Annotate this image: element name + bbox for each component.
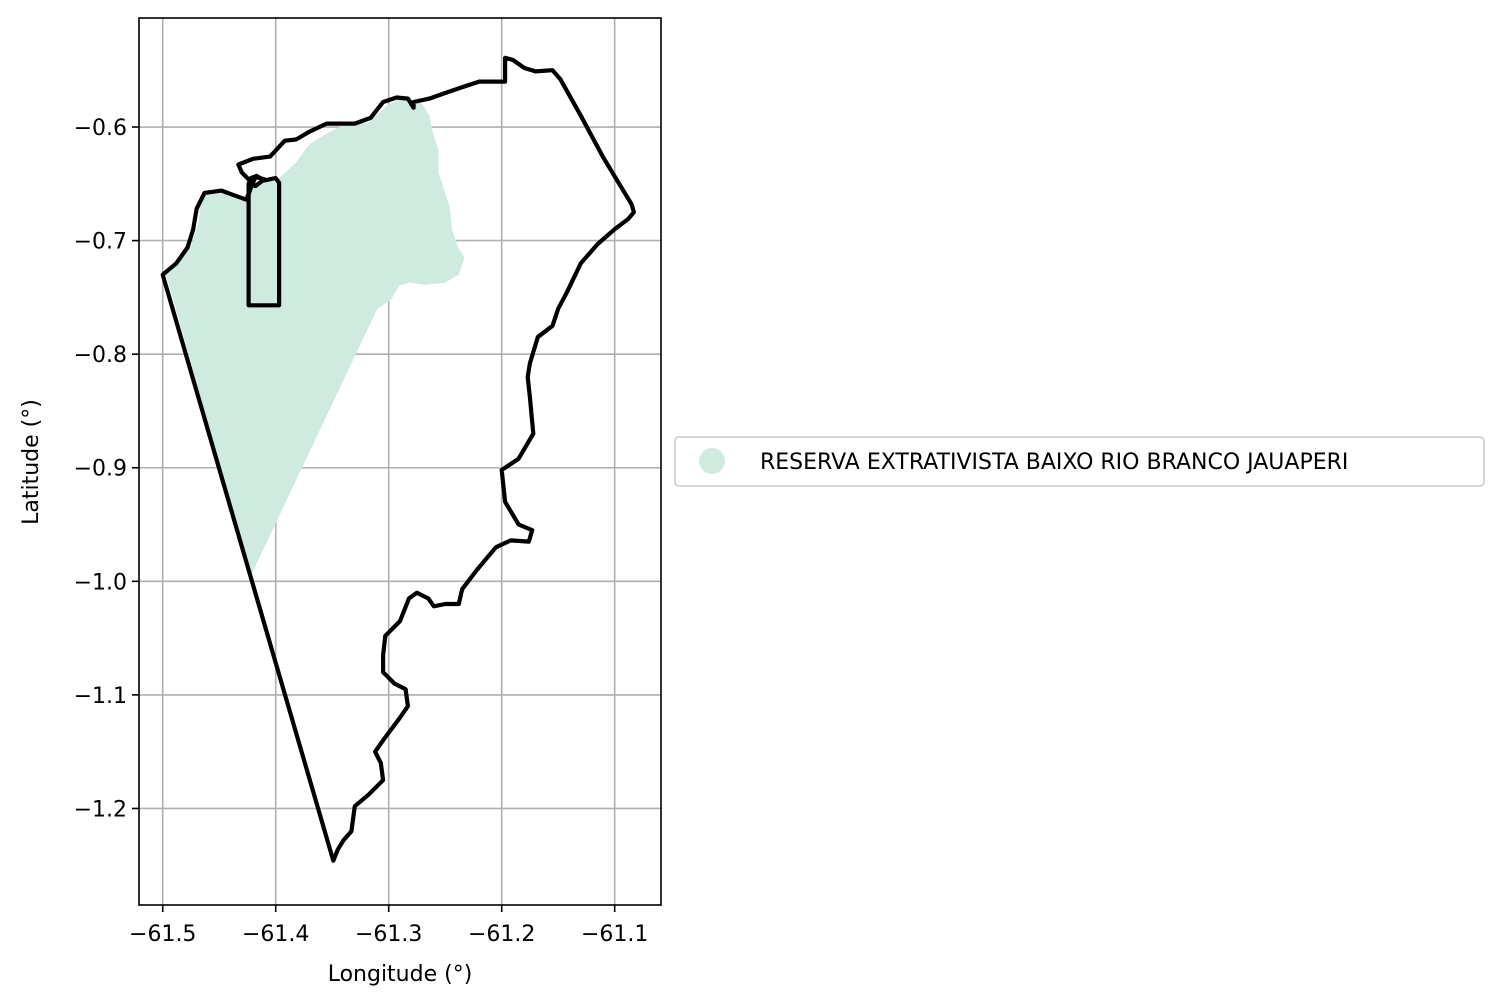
boundary-outer [160,55,637,863]
x-axis-label: Longitude (°) [328,962,473,987]
y-tick-label: −0.7 [74,230,127,255]
legend: RESERVA EXTRATIVISTA BAIXO RIO BRANCO JA… [674,436,1485,487]
y-tick-label: −1.2 [74,797,127,822]
plot-area [138,17,662,906]
x-tick-label: −61.3 [355,922,422,947]
x-tick-label: −61.4 [242,922,309,947]
legend-frame [674,436,1485,487]
y-tick-label: −1.1 [74,684,127,709]
legend-marker [699,448,725,474]
x-axis-ticks: −61.5 −61.4 −61.3 −61.2 −61.1 [129,905,648,947]
y-axis-ticks: −0.6 −0.7 −0.8 −0.9 −1.0 −1.1 −1.2 [74,116,139,822]
y-axis-label: Latitude (°) [19,399,44,525]
legend-entry-label: RESERVA EXTRATIVISTA BAIXO RIO BRANCO JA… [760,450,1348,475]
x-tick-label: −61.1 [581,922,648,947]
y-tick-label: −1.0 [74,570,127,595]
x-tick-label: −61.2 [468,922,535,947]
y-tick-label: −0.8 [74,343,127,368]
x-tick-label: −61.5 [129,922,196,947]
axes-frame [138,17,662,906]
y-tick-label: −0.6 [74,116,127,141]
reserve-fill-area [166,96,465,576]
map-features [160,55,637,863]
y-tick-label: −0.9 [74,457,127,482]
boundary-inner-rectangle [246,173,282,308]
